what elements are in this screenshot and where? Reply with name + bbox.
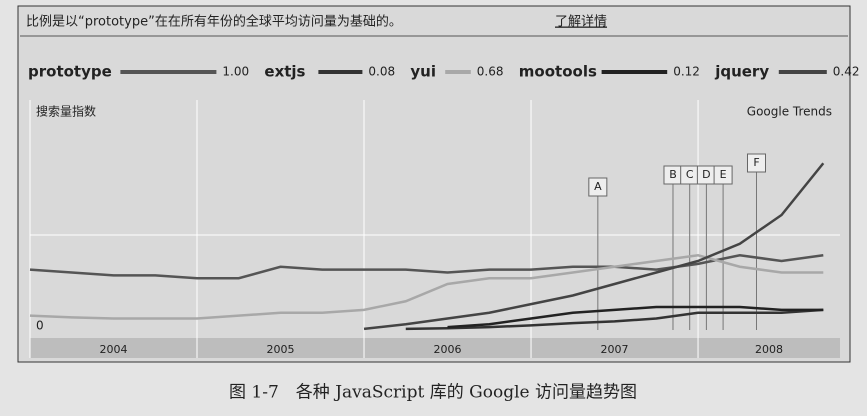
x-tick-label: 2008 xyxy=(755,343,783,356)
x-tick-label: 2004 xyxy=(100,343,128,356)
y-axis-label: 搜索量指数 xyxy=(36,104,96,119)
chart-title: 比例是以“prototype”在在所有年份的全球平均访问量为基础的。 xyxy=(26,14,402,30)
series-line xyxy=(405,308,824,331)
legend-average: 0.42 xyxy=(833,65,860,79)
annotation-label: C xyxy=(686,168,694,181)
x-tick-label: 2005 xyxy=(267,343,295,356)
annotation-label: D xyxy=(702,168,710,181)
y-tick-label: 0 xyxy=(36,319,44,333)
annotation-label: A xyxy=(594,180,602,193)
legend-label: yui xyxy=(410,63,436,81)
annotation-box xyxy=(588,177,608,197)
x-tick-label: 2007 xyxy=(601,343,629,356)
caption: 图 1-7 各种 JavaScript 库的 Google 访问量趋势图 xyxy=(229,383,637,403)
series-line xyxy=(363,162,825,331)
details-link[interactable]: 了解详情 xyxy=(555,15,607,30)
legend-average: 0.08 xyxy=(368,65,395,79)
year-band xyxy=(30,338,840,358)
legend-label: prototype xyxy=(28,63,112,81)
legend-label: jquery xyxy=(714,63,769,81)
legend-average: 1.00 xyxy=(222,65,249,79)
annotation-label: F xyxy=(753,156,759,169)
series-line xyxy=(29,253,824,320)
series-line xyxy=(447,305,824,329)
legend-average: 0.12 xyxy=(673,65,700,79)
annotation-label: E xyxy=(720,168,727,181)
annotation-label: B xyxy=(669,168,677,181)
x-tick-label: 2006 xyxy=(434,343,462,356)
legend-average: 0.68 xyxy=(477,65,504,79)
watermark: Google Trends xyxy=(747,105,832,119)
legend-label: mootools xyxy=(519,63,597,81)
series-line xyxy=(29,253,824,280)
legend-label: extjs xyxy=(264,63,305,81)
annotation-box xyxy=(713,165,733,185)
annotation-box xyxy=(746,153,766,173)
